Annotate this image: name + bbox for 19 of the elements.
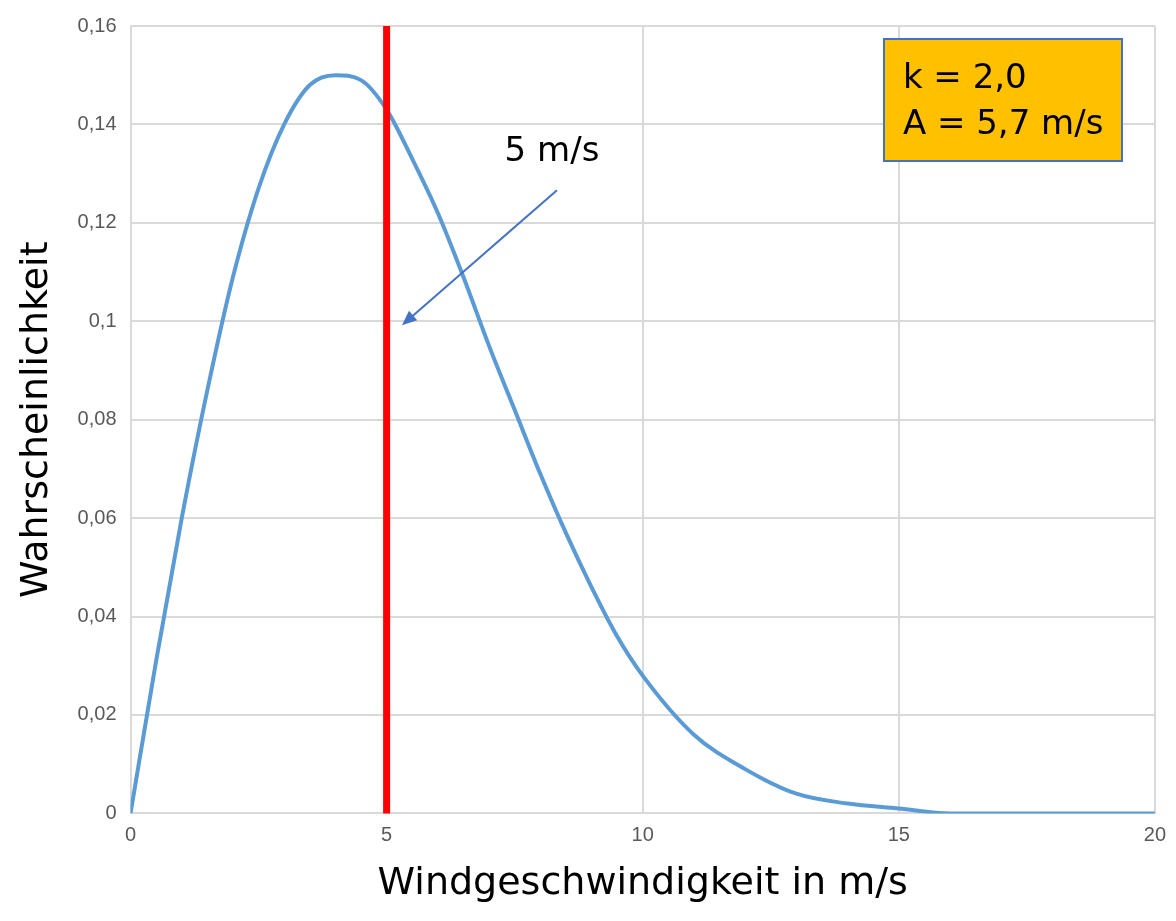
x-tick-label: 10 — [631, 822, 654, 845]
y-tick-label: 0,1 — [88, 308, 117, 331]
x-tick-label: 15 — [887, 822, 910, 845]
y-tick-label: 0,02 — [77, 702, 117, 725]
y-tick-label: 0,04 — [77, 604, 117, 627]
y-tick-label: 0,16 — [77, 13, 117, 36]
x-tick-label: 5 — [381, 822, 393, 845]
annotation: k = 2,0 — [902, 56, 1027, 96]
y-tick-label: 0 — [105, 800, 117, 823]
x-axis-title: Windgeschwindigkeit in m/s — [377, 859, 908, 904]
y-tick-label: 0,08 — [77, 407, 117, 430]
x-tick-label: 0 — [124, 822, 137, 845]
x-tick-label: 20 — [1143, 822, 1166, 845]
annotation: 5 m/s — [504, 129, 600, 170]
y-tick-label: 0,12 — [77, 210, 117, 233]
y-tick-label: 0,06 — [77, 505, 117, 528]
annotation: A = 5,7 m/s — [902, 101, 1104, 142]
y-tick-label: 0,14 — [77, 111, 117, 134]
y-axis-title: Wahrscheinlichkeit — [11, 241, 56, 598]
